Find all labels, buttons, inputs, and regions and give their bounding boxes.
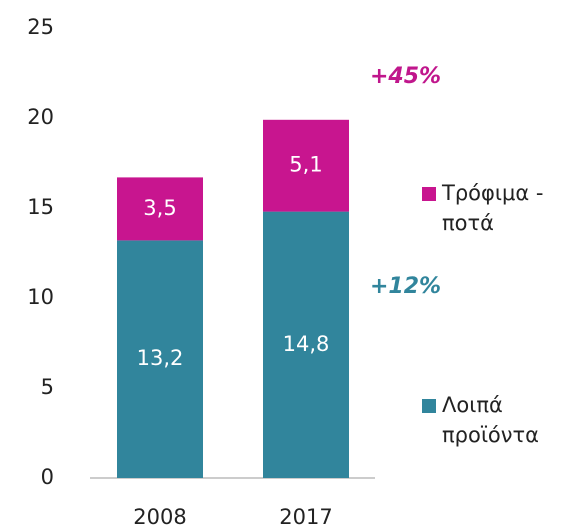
value-label: 13,2 [137, 346, 184, 370]
x-tick-label: 2008 [133, 505, 186, 526]
legend-label: Λοιπά προϊόντα [442, 393, 539, 447]
y-tick-label: 15 [27, 195, 54, 219]
legend-swatch [422, 187, 436, 201]
legend-label: Τρόφιμα - ποτά [442, 181, 544, 235]
x-tick-label: 2017 [279, 505, 332, 526]
y-tick-label: 10 [27, 285, 54, 309]
bar-segment [263, 211, 349, 478]
y-tick-label: 5 [41, 375, 54, 399]
bar-segment [117, 240, 203, 478]
annotation: +12% [370, 274, 442, 299]
bar-segment [117, 177, 203, 241]
legend-swatch [422, 399, 436, 413]
y-tick-label: 0 [41, 465, 54, 489]
y-tick-label: 20 [27, 105, 54, 129]
value-label: 14,8 [283, 332, 330, 356]
bar-segment [263, 119, 349, 212]
value-label: 5,1 [289, 153, 322, 177]
annotation: +45% [370, 64, 442, 89]
y-tick-label: 25 [27, 15, 54, 39]
value-label: 3,5 [143, 196, 176, 220]
